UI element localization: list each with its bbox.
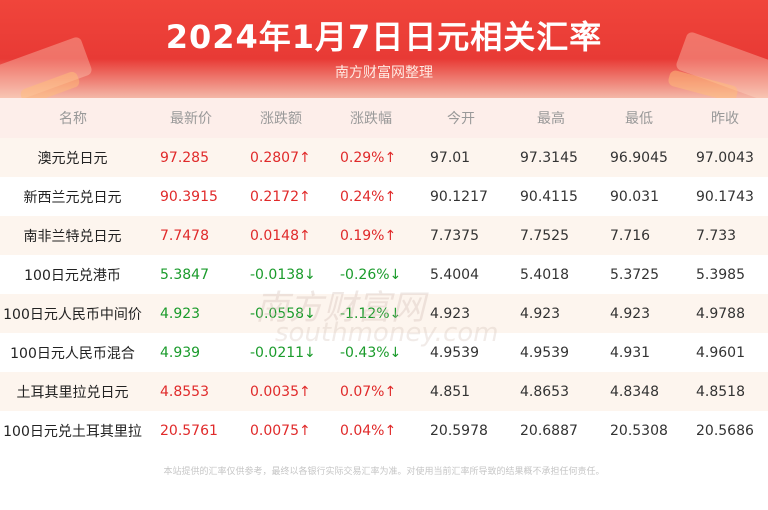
cell-latest: 20.5761 [160,422,218,439]
cell-prev-close: 4.8518 [696,383,745,400]
cell-change-pct: 0.19%↑ [340,227,397,244]
cell-change-pct: 0.29%↑ [340,149,397,166]
cell-open: 5.4004 [430,266,479,283]
cell-latest: 4.923 [160,305,201,322]
cell-low: 96.9045 [610,149,668,166]
cell-change: 0.0075↑ [250,422,311,439]
cell-latest: 5.3847 [160,266,209,283]
cell-prev-close: 5.3985 [696,266,745,283]
table-row: 100日元兑土耳其里拉 20.5761 0.0075↑ 0.04%↑ 20.5978 20… [0,411,768,450]
cell-change: -0.0558↓ [250,305,316,322]
cell-name: 南非兰特兑日元 [23,228,122,245]
column-header-latest: 最新价 [170,111,212,127]
page-subtitle: 南方财富网整理 [335,65,433,81]
column-header-high: 最高 [537,111,565,127]
column-header-change: 涨跌额 [260,111,302,127]
cell-change-pct: 0.04%↑ [340,422,397,439]
cell-latest: 7.7478 [160,227,209,244]
cell-prev-close: 20.5686 [696,422,754,439]
cell-low: 90.031 [610,188,659,205]
cell-change-pct: 0.24%↑ [340,188,397,205]
column-header-open: 今开 [447,111,475,127]
cell-low: 20.5308 [610,422,668,439]
header-banner: 2024年1月7日日元相关汇率 南方财富网整理 [0,0,768,98]
cell-change-pct: -0.43%↓ [340,344,402,361]
cell-high: 97.3145 [520,149,578,166]
column-header-name: 名称 [59,111,87,127]
exchange-rate-table: 名称 最新价 涨跌额 涨跌幅 今开 最高 最低 昨收 澳元兑日元 97.285 0.… [0,98,768,450]
cell-latest: 90.3915 [160,188,218,205]
table-row: 新西兰元兑日元 90.3915 0.2172↑ 0.24%↑ 90.1217 90.411… [0,177,768,216]
cell-high: 7.7525 [520,227,569,244]
column-header-low: 最低 [625,111,653,127]
cell-change-pct: -0.26%↓ [340,266,402,283]
cell-latest: 4.939 [160,344,201,361]
cell-low: 5.3725 [610,266,659,283]
cell-name: 100日元人民币混合 [10,345,135,362]
table-row: 100日元人民币中间价 4.923 -0.0558↓ -1.12%↓ 4.923 4.92… [0,294,768,333]
cell-name: 澳元兑日元 [37,150,108,167]
table-row: 100日元人民币混合 4.939 -0.0211↓ -0.43%↓ 4.9539 4.95… [0,333,768,372]
cell-high: 20.6887 [520,422,578,439]
cell-prev-close: 90.1743 [696,188,754,205]
cell-latest: 4.8553 [160,383,209,400]
cell-open: 20.5978 [430,422,488,439]
cell-prev-close: 4.9788 [696,305,745,322]
disclaimer-footnote: 本站提供的汇率仅供参考，最终以各银行实际交易汇率为准。对使用当前汇率所导致的结果… [163,467,605,477]
table-row: 土耳其里拉兑日元 4.8553 0.0035↑ 0.07%↑ 4.851 4.8653 4.… [0,372,768,411]
table-row: 澳元兑日元 97.285 0.2807↑ 0.29%↑ 97.01 97.3145 96.9… [0,138,768,177]
cell-change-pct: 0.07%↑ [340,383,397,400]
cell-high: 4.8653 [520,383,569,400]
table-header-row: 名称 最新价 涨跌额 涨跌幅 今开 最高 最低 昨收 [0,98,768,138]
cell-change: 0.0035↑ [250,383,311,400]
cell-low: 7.716 [610,227,651,244]
cell-high: 4.9539 [520,344,569,361]
cell-low: 4.923 [610,305,651,322]
cell-name: 100日元人民币中间价 [3,306,142,323]
cell-name: 100日元兑土耳其里拉 [3,423,142,440]
cell-high: 5.4018 [520,266,569,283]
cell-open: 4.9539 [430,344,479,361]
cell-low: 4.931 [610,344,651,361]
column-header-prev-close: 昨收 [711,111,739,127]
table-row: 100日元兑港币 5.3847 -0.0138↓ -0.26%↓ 5.4004 5.401… [0,255,768,294]
cell-open: 4.923 [430,305,471,322]
table-row: 南非兰特兑日元 7.7478 0.0148↑ 0.19%↑ 7.7375 7.7525 7.… [0,216,768,255]
cell-high: 90.4115 [520,188,578,205]
cell-open: 90.1217 [430,188,488,205]
cell-open: 7.7375 [430,227,479,244]
cell-change: -0.0138↓ [250,266,316,283]
cell-low: 4.8348 [610,383,659,400]
cell-open: 4.851 [430,383,471,400]
cell-name: 100日元兑港币 [24,267,121,284]
cell-change: 0.2172↑ [250,188,311,205]
cell-change-pct: -1.12%↓ [340,305,402,322]
page-title: 2024年1月7日日元相关汇率 [165,18,603,56]
cell-prev-close: 97.0043 [696,149,754,166]
cell-change: 0.0148↑ [250,227,311,244]
cell-prev-close: 7.733 [696,227,737,244]
cell-latest: 97.285 [160,149,209,166]
cell-change: 0.2807↑ [250,149,311,166]
cell-high: 4.923 [520,305,561,322]
cell-name: 新西兰元兑日元 [23,189,122,206]
column-header-change-pct: 涨跌幅 [350,111,392,127]
cell-change: -0.0211↓ [250,344,316,361]
cell-open: 97.01 [430,149,471,166]
cell-name: 土耳其里拉兑日元 [16,384,129,401]
cell-prev-close: 4.9601 [696,344,745,361]
